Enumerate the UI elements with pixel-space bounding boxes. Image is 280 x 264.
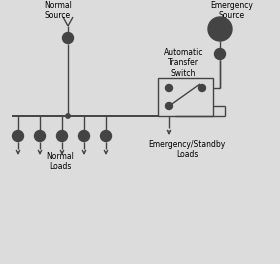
Circle shape (78, 130, 90, 142)
Text: Normal
Loads: Normal Loads (46, 152, 74, 171)
Circle shape (208, 17, 232, 41)
Circle shape (62, 32, 73, 44)
Text: Emergency
Source: Emergency Source (211, 1, 253, 20)
Circle shape (34, 130, 45, 142)
Circle shape (66, 114, 70, 118)
Bar (158, 78, 213, 116)
Text: Emergency/Standby
Loads: Emergency/Standby Loads (148, 140, 226, 159)
Circle shape (165, 84, 172, 92)
Circle shape (101, 130, 111, 142)
Circle shape (13, 130, 24, 142)
Circle shape (214, 49, 225, 59)
Circle shape (57, 130, 67, 142)
Text: Automatic
Transfer
Switch: Automatic Transfer Switch (164, 48, 203, 78)
Circle shape (199, 84, 206, 92)
Text: Normal
Source: Normal Source (44, 1, 72, 20)
Circle shape (165, 102, 172, 110)
